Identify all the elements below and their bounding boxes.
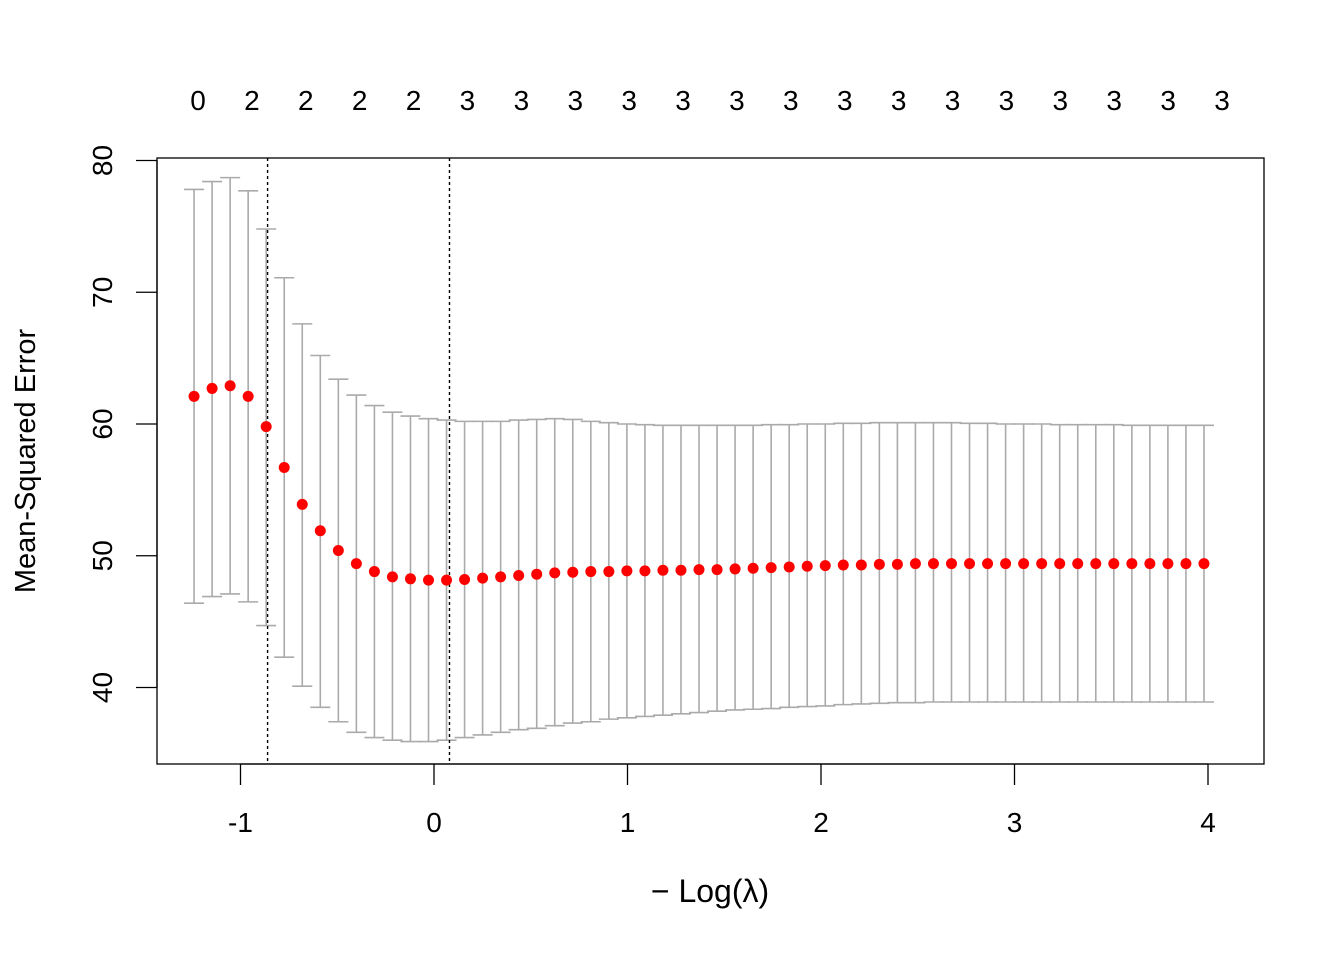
mean-point: [549, 567, 561, 579]
mean-point: [945, 558, 957, 570]
lambda-reference-lines: [266, 158, 451, 764]
top-axis-label: 3: [567, 85, 583, 116]
top-axis-label: 2: [244, 85, 260, 116]
top-axis-label: 2: [406, 85, 422, 116]
mean-point: [1162, 558, 1174, 570]
mean-point: [964, 558, 976, 570]
mean-point: [747, 562, 759, 574]
plot-frame: [156, 157, 1265, 765]
y-tick-label: 80: [87, 145, 118, 176]
mean-point: [891, 558, 903, 570]
mean-point: [621, 565, 633, 577]
top-axis-label: 3: [999, 85, 1015, 116]
mean-point: [657, 564, 669, 576]
x-tick-label: 2: [813, 807, 829, 838]
mean-point: [278, 461, 290, 473]
top-axis-label: 3: [729, 85, 745, 116]
top-axis-label: 3: [783, 85, 799, 116]
mean-point: [314, 525, 326, 537]
mean-point: [188, 390, 200, 402]
mean-point: [801, 560, 813, 572]
mean-point: [513, 570, 525, 582]
mean-point: [404, 573, 416, 585]
top-axis-label: 3: [1214, 85, 1230, 116]
mean-point: [783, 561, 795, 573]
mean-point: [603, 566, 615, 578]
mean-point: [837, 559, 849, 571]
top-axis-label: 3: [1160, 85, 1176, 116]
mean-point: [441, 574, 453, 586]
mean-point: [1090, 558, 1102, 570]
top-axis-label: 3: [621, 85, 637, 116]
x-tick-label: 1: [620, 807, 636, 838]
mean-point: [639, 565, 651, 577]
mean-point: [1198, 558, 1210, 570]
top-axis-label: 2: [352, 85, 368, 116]
mean-point: [224, 380, 236, 392]
mean-point: [909, 558, 921, 570]
top-axis-label: 2: [298, 85, 314, 116]
x-tick-label: -1: [228, 807, 253, 838]
y-axis-label: Mean-Squared Error: [10, 328, 42, 593]
top-axis-label: 3: [514, 85, 530, 116]
mean-point: [927, 558, 939, 570]
top-axis-label: 3: [1053, 85, 1069, 116]
mean-point: [332, 544, 344, 556]
mean-point: [855, 559, 867, 571]
mean-point: [459, 573, 471, 585]
mean-point: [765, 562, 777, 574]
mean-point: [711, 564, 723, 576]
mean-point: [1036, 558, 1048, 570]
mean-point: [531, 568, 543, 580]
top-axis-label: 3: [837, 85, 853, 116]
x-tick-label: 0: [426, 807, 442, 838]
mean-point: [1072, 558, 1084, 570]
x-tick-label: 3: [1007, 807, 1023, 838]
mean-point: [693, 564, 705, 576]
mean-point: [1126, 558, 1138, 570]
mean-point: [368, 566, 380, 578]
top-axis-label: 0: [190, 85, 206, 116]
mean-point: [1108, 558, 1120, 570]
mean-point: [495, 571, 507, 583]
top-axis-label: 3: [1106, 85, 1122, 116]
top-axis-label: 3: [460, 85, 476, 116]
x-tick-label: 4: [1200, 807, 1216, 838]
mean-point: [729, 563, 741, 575]
mean-point: [567, 566, 579, 578]
mean-point: [819, 560, 831, 572]
y-tick-label: 70: [87, 277, 118, 308]
mean-point: [873, 558, 885, 570]
x-axis: -1 0 1 2 3 4: [228, 763, 1216, 838]
mean-point: [423, 574, 435, 586]
mean-point: [350, 558, 362, 570]
x-axis-label: − Log(λ): [651, 873, 769, 909]
mean-point: [477, 572, 489, 584]
top-axis-label: 3: [945, 85, 961, 116]
top-axis-nonzero-counts: 0 2 2 2 2 3 3 3 3 3 3 3 3 3 3 3 3 3 3 3: [190, 85, 1230, 116]
mean-point: [242, 390, 254, 402]
mean-points: [188, 380, 1210, 586]
mean-point: [1018, 558, 1030, 570]
y-tick-label: 50: [87, 540, 118, 571]
mean-point: [206, 382, 218, 394]
mean-point: [386, 571, 398, 583]
mean-point: [1054, 558, 1066, 570]
mean-point: [675, 564, 687, 576]
mean-point: [1180, 558, 1192, 570]
y-tick-label: 60: [87, 408, 118, 439]
mean-point: [1000, 558, 1012, 570]
mean-point: [260, 421, 272, 433]
error-bars: [184, 176, 1214, 743]
top-axis-label: 3: [675, 85, 691, 116]
mean-point: [296, 498, 308, 510]
mean-point: [1144, 558, 1156, 570]
mean-point: [982, 558, 994, 570]
y-tick-label: 40: [87, 672, 118, 703]
mean-point: [585, 566, 597, 578]
top-axis-label: 3: [891, 85, 907, 116]
y-axis: 40 50 60 70 80: [87, 145, 158, 703]
